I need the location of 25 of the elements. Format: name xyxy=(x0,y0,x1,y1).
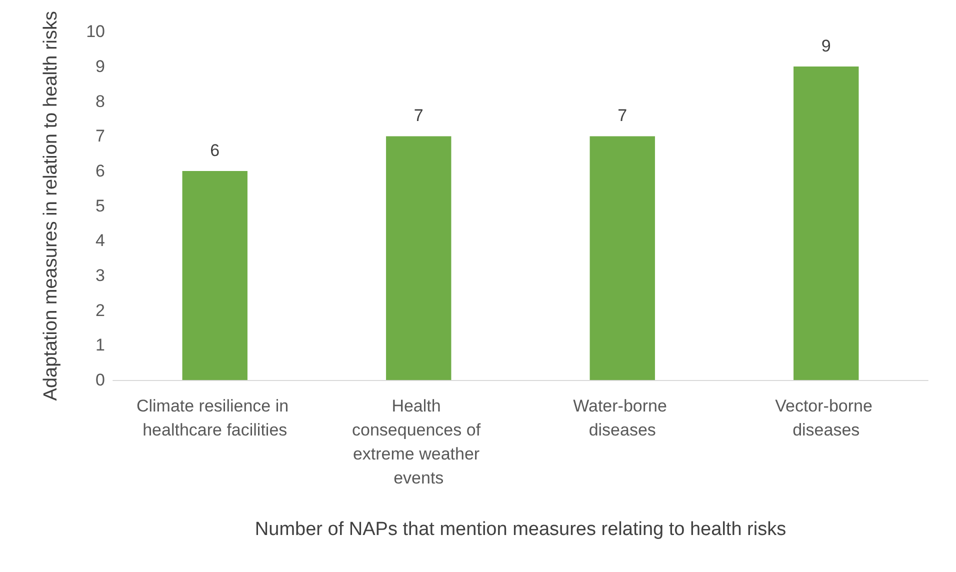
y-tick-label: 5 xyxy=(96,196,105,216)
bar xyxy=(386,136,452,380)
bar xyxy=(590,136,655,380)
data-label: 7 xyxy=(618,106,628,126)
x-tick-label: Climate resilience in healthcare facilities xyxy=(136,396,294,440)
x-tick-label: Health consequences of extreme weather events xyxy=(352,396,486,488)
y-tick-label: 1 xyxy=(96,336,105,355)
x-tick-label: Water-borne diseases xyxy=(573,396,672,440)
data-label: 7 xyxy=(414,106,424,126)
bar xyxy=(794,66,859,380)
y-tick-label: 3 xyxy=(96,266,105,286)
y-tick-label: 10 xyxy=(86,22,105,42)
y-axis-title: Adaptation measures in relation to health risks xyxy=(40,10,62,401)
bar xyxy=(182,171,248,380)
y-tick-label: 6 xyxy=(96,162,105,181)
x-axis-title: Number of NAPs that mention measures relating to health risks xyxy=(254,519,786,540)
data-label: 9 xyxy=(821,36,831,56)
y-tick-label: 8 xyxy=(96,92,105,111)
data-label: 6 xyxy=(210,141,220,160)
y-tick-label: 4 xyxy=(96,231,105,250)
x-tick-label: Vector-borne diseases xyxy=(775,396,878,440)
y-tick-label: 9 xyxy=(96,57,105,76)
y-tick-label: 7 xyxy=(96,126,105,146)
y-tick-label: 0 xyxy=(96,370,105,390)
y-tick-label: 2 xyxy=(96,300,105,320)
